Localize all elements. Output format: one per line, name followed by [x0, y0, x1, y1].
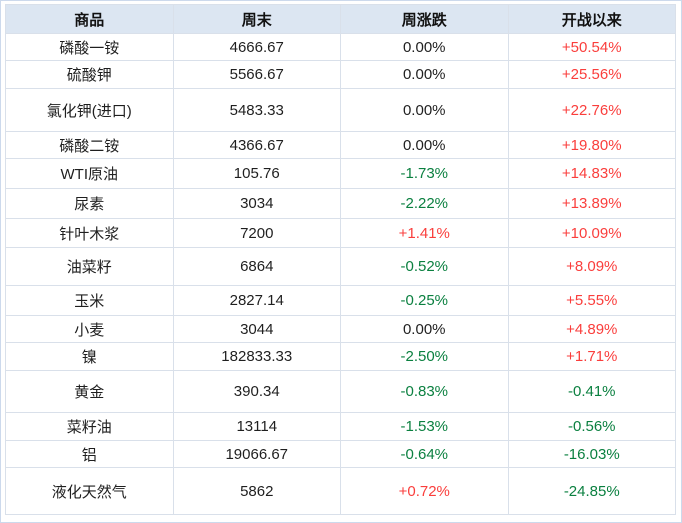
table-body: 磷酸一铵 4666.67 0.00% +50.54% 硫酸钾 5566.67 0.00% +2… — [5, 33, 676, 515]
weekly-change-cell: -2.22% — [340, 188, 509, 219]
table-row: 针叶木浆 7200 +1.41% +10.09% — [5, 218, 676, 248]
column-header-weekend: 周末 — [172, 4, 341, 34]
commodity-name-cell: 液化天然气 — [5, 467, 174, 515]
weekend-value-cell: 5862 — [172, 467, 341, 515]
weekly-change-cell: -0.52% — [340, 247, 509, 286]
weekend-value-cell: 6864 — [172, 247, 341, 286]
commodity-name-cell: 黄金 — [5, 370, 174, 413]
since-war-change-cell: -16.03% — [507, 440, 676, 468]
commodity-name-cell: 硫酸钾 — [5, 60, 174, 89]
commodity-name-cell: 铝 — [5, 440, 174, 468]
table-row: 尿素 3034 -2.22% +13.89% — [5, 188, 676, 219]
weekend-value-cell: 105.76 — [172, 158, 341, 189]
weekly-change-cell: 0.00% — [340, 315, 509, 343]
header-row: 商品 周末 周涨跌 开战以来 — [5, 4, 676, 34]
weekly-change-cell: +0.72% — [340, 467, 509, 515]
weekly-change-cell: 0.00% — [340, 33, 509, 61]
weekend-value-cell: 5483.33 — [172, 88, 341, 132]
commodity-name-cell: 氯化钾(进口) — [5, 88, 174, 132]
weekly-change-cell: 0.00% — [340, 60, 509, 89]
weekend-value-cell: 7200 — [172, 218, 341, 248]
weekend-value-cell: 4366.67 — [172, 131, 341, 159]
weekend-value-cell: 4666.67 — [172, 33, 341, 61]
weekly-change-cell: 0.00% — [340, 131, 509, 159]
commodity-name-cell: 尿素 — [5, 188, 174, 219]
since-war-change-cell: +19.80% — [507, 131, 676, 159]
commodity-name-cell: 镍 — [5, 342, 174, 371]
table-row: 黄金 390.34 -0.83% -0.41% — [5, 370, 676, 413]
commodity-name-cell: 玉米 — [5, 285, 174, 316]
commodity-name-cell: 小麦 — [5, 315, 174, 343]
commodity-name-cell: WTI原油 — [5, 158, 174, 189]
weekend-value-cell: 5566.67 — [172, 60, 341, 89]
since-war-change-cell: +25.56% — [507, 60, 676, 89]
table-row: 氯化钾(进口) 5483.33 0.00% +22.76% — [5, 88, 676, 132]
commodity-name-cell: 油菜籽 — [5, 247, 174, 286]
weekend-value-cell: 182833.33 — [172, 342, 341, 371]
weekly-change-cell: -1.53% — [340, 412, 509, 441]
weekly-change-cell: -0.83% — [340, 370, 509, 413]
column-header-commodity: 商品 — [5, 4, 174, 34]
since-war-change-cell: +4.89% — [507, 315, 676, 343]
weekly-change-cell: 0.00% — [340, 88, 509, 132]
column-header-weekly-change: 周涨跌 — [340, 4, 509, 34]
table-row: 硫酸钾 5566.67 0.00% +25.56% — [5, 60, 676, 89]
table-row: 磷酸一铵 4666.67 0.00% +50.54% — [5, 33, 676, 61]
weekend-value-cell: 19066.67 — [172, 440, 341, 468]
since-war-change-cell: +22.76% — [507, 88, 676, 132]
since-war-change-cell: -24.85% — [507, 467, 676, 515]
table-row: WTI原油 105.76 -1.73% +14.83% — [5, 158, 676, 189]
weekend-value-cell: 3044 — [172, 315, 341, 343]
weekend-value-cell: 13114 — [172, 412, 341, 441]
table-row: 液化天然气 5862 +0.72% -24.85% — [5, 467, 676, 515]
weekend-value-cell: 390.34 — [172, 370, 341, 413]
column-header-since-war: 开战以来 — [507, 4, 676, 34]
weekly-change-cell: -1.73% — [340, 158, 509, 189]
since-war-change-cell: -0.41% — [507, 370, 676, 413]
weekly-change-cell: +1.41% — [340, 218, 509, 248]
weekend-value-cell: 2827.14 — [172, 285, 341, 316]
table-row: 小麦 3044 0.00% +4.89% — [5, 315, 676, 343]
weekly-change-cell: -0.25% — [340, 285, 509, 316]
since-war-change-cell: +14.83% — [507, 158, 676, 189]
since-war-change-cell: +10.09% — [507, 218, 676, 248]
weekend-value-cell: 3034 — [172, 188, 341, 219]
table-row: 菜籽油 13114 -1.53% -0.56% — [5, 412, 676, 441]
weekly-change-cell: -2.50% — [340, 342, 509, 371]
since-war-change-cell: +5.55% — [507, 285, 676, 316]
table-row: 油菜籽 6864 -0.52% +8.09% — [5, 247, 676, 286]
commodity-name-cell: 针叶木浆 — [5, 218, 174, 248]
since-war-change-cell: +8.09% — [507, 247, 676, 286]
commodity-price-table: 商品 周末 周涨跌 开战以来 磷酸一铵 4666.67 0.00% +50.54% 硫酸… — [5, 4, 676, 515]
table-row: 镍 182833.33 -2.50% +1.71% — [5, 342, 676, 371]
since-war-change-cell: +50.54% — [507, 33, 676, 61]
table-row: 铝 19066.67 -0.64% -16.03% — [5, 440, 676, 468]
table-header: 商品 周末 周涨跌 开战以来 — [5, 4, 676, 34]
commodity-name-cell: 磷酸一铵 — [5, 33, 174, 61]
weekly-change-cell: -0.64% — [340, 440, 509, 468]
since-war-change-cell: -0.56% — [507, 412, 676, 441]
since-war-change-cell: +13.89% — [507, 188, 676, 219]
commodity-name-cell: 磷酸二铵 — [5, 131, 174, 159]
table-row: 磷酸二铵 4366.67 0.00% +19.80% — [5, 131, 676, 159]
table-row: 玉米 2827.14 -0.25% +5.55% — [5, 285, 676, 316]
commodity-name-cell: 菜籽油 — [5, 412, 174, 441]
since-war-change-cell: +1.71% — [507, 342, 676, 371]
